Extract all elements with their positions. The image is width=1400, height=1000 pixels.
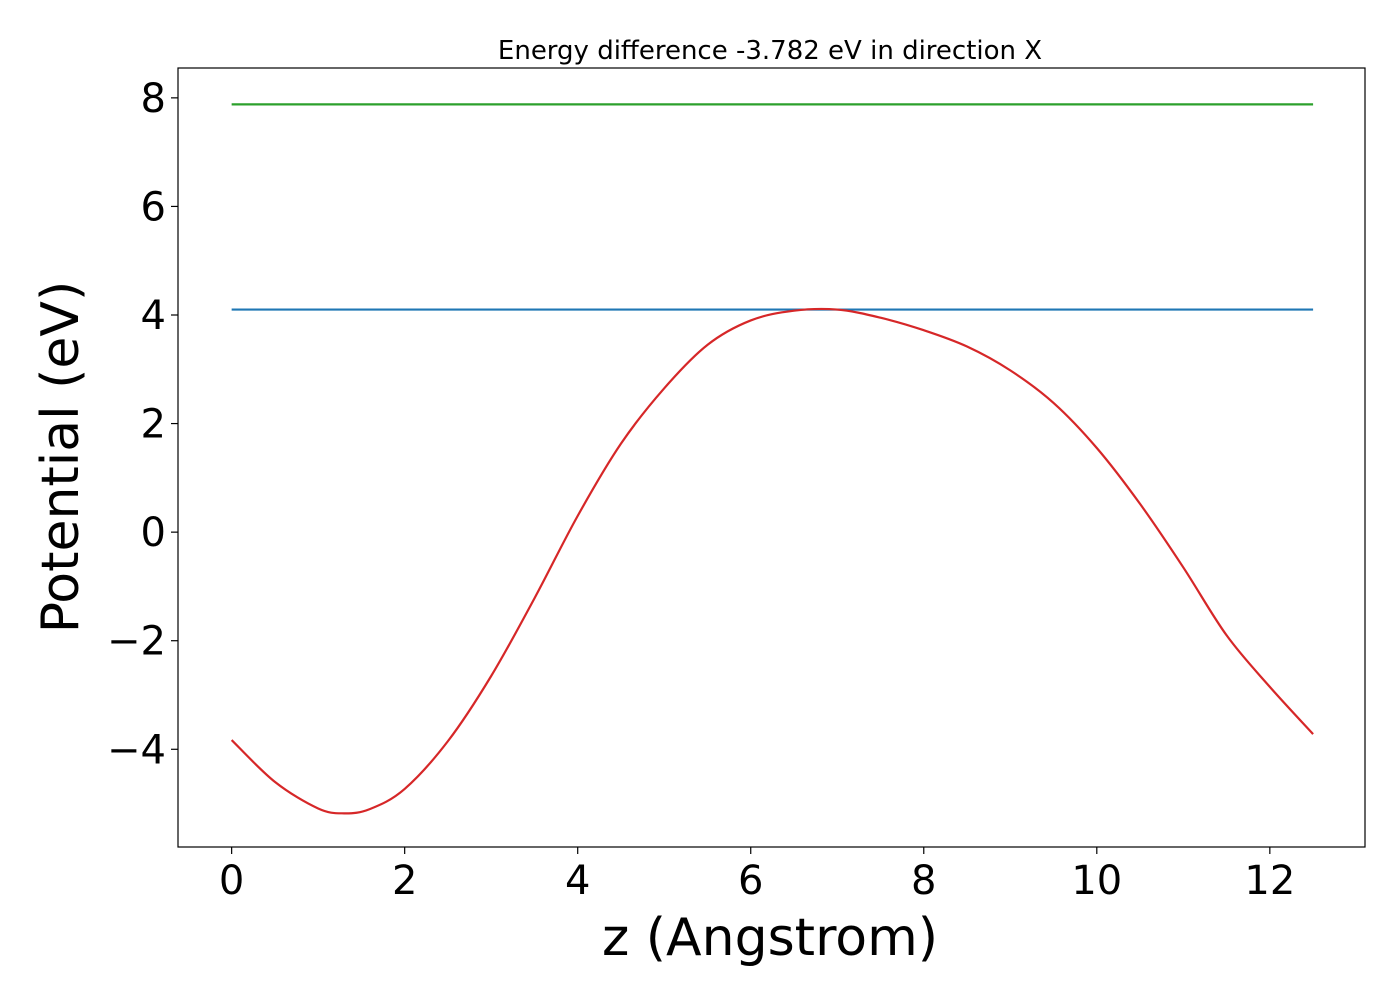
x-tick-label: 4	[565, 858, 590, 904]
y-axis: −4 −2 0 2 4 6 8	[107, 76, 178, 773]
x-tick-label: 0	[219, 858, 244, 904]
x-tick-label: 10	[1071, 858, 1122, 904]
y-tick-label: 4	[141, 293, 166, 339]
series-layer	[230, 103, 1314, 815]
y-tick-label: 8	[141, 76, 166, 122]
y-tick-label: −4	[107, 727, 166, 773]
chart-title: Energy difference -3.782 eV in direction…	[498, 36, 1042, 66]
y-tick-label: 6	[141, 184, 166, 230]
series-line-2	[230, 307, 1314, 815]
y-tick-label: −2	[107, 619, 166, 665]
y-axis-label: Potential (eV)	[31, 281, 91, 633]
x-tick-label: 8	[911, 858, 936, 904]
x-axis: 0 2 4 6 8 10 12	[219, 847, 1295, 904]
y-tick-label: 0	[141, 510, 166, 556]
x-tick-label: 12	[1244, 858, 1295, 904]
x-tick-label: 6	[738, 858, 763, 904]
plot-frame	[177, 67, 1366, 848]
x-tick-label: 2	[392, 858, 417, 904]
y-tick-label: 2	[141, 402, 166, 448]
x-axis-label: z (Angstrom)	[602, 908, 938, 968]
